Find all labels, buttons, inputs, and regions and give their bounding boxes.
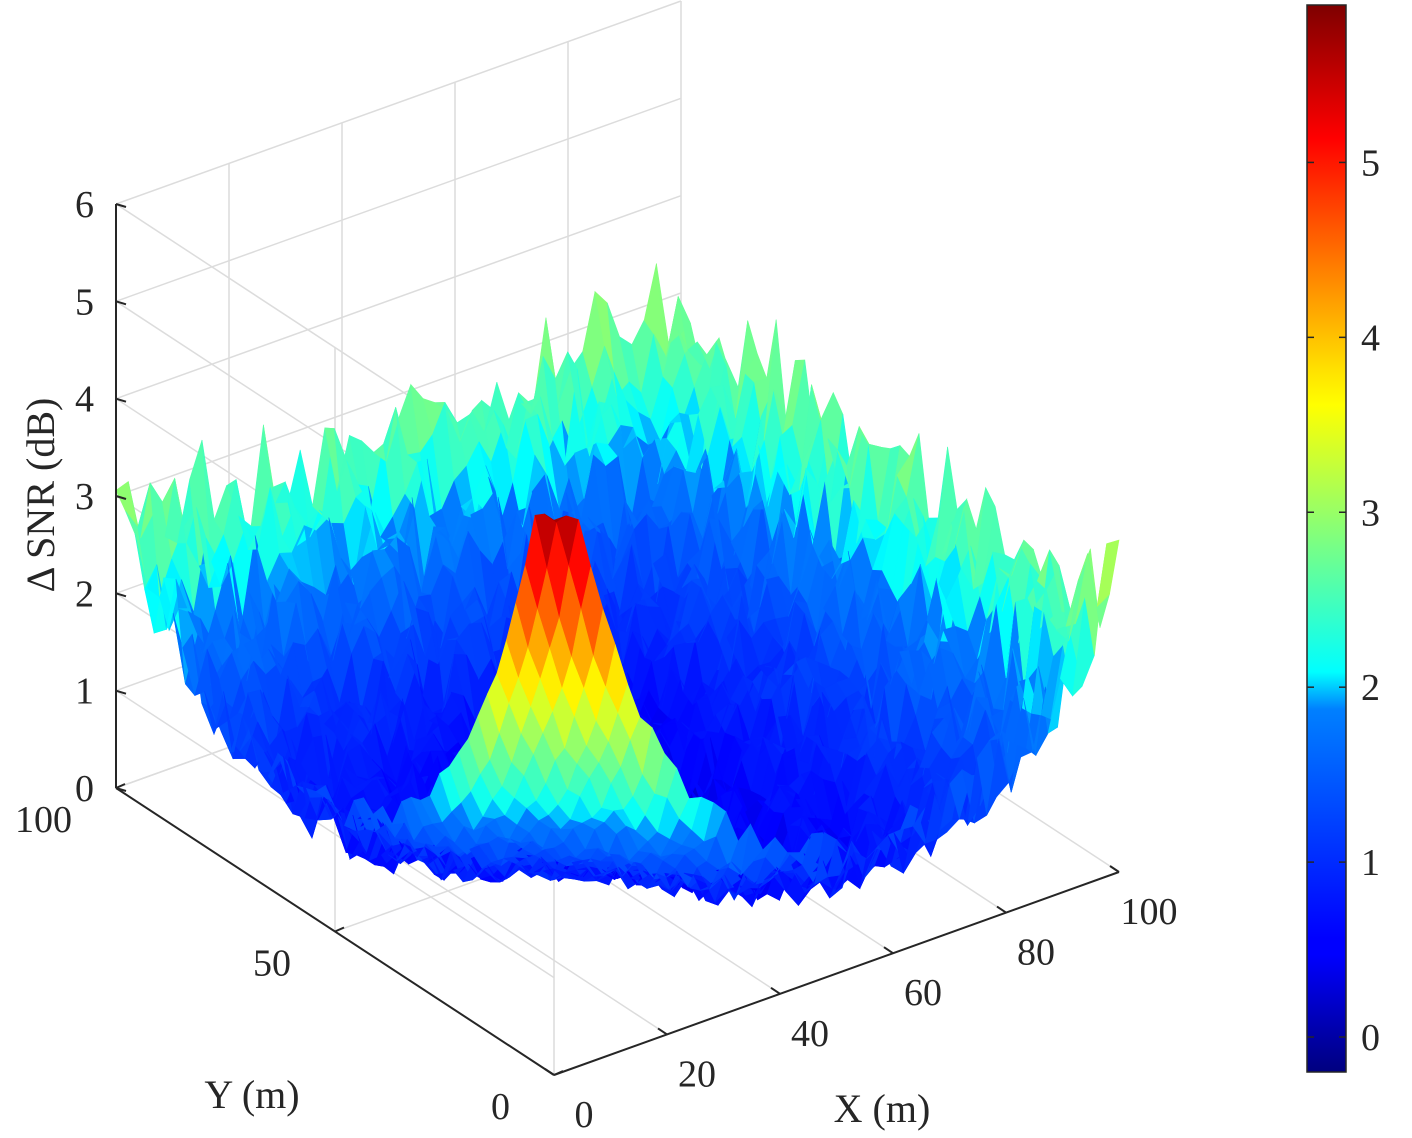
y-tick-label: 0 [491, 1086, 510, 1128]
z-tick [115, 300, 127, 306]
x-tick [883, 946, 894, 955]
z-tick [115, 689, 127, 695]
surface-mesh [115, 263, 1120, 908]
colorbar-gradient [1306, 4, 1347, 1073]
surface-patch [115, 480, 139, 528]
x-tick-label: 40 [791, 1013, 829, 1055]
z-tick-label: 3 [75, 476, 94, 518]
x-tick [1109, 865, 1120, 873]
y-tick [334, 926, 345, 933]
x-tick [770, 986, 781, 995]
x-tick-label: 0 [575, 1094, 594, 1136]
x-tick [996, 905, 1007, 914]
grid-line [115, 194, 682, 400]
colorbar-tick-label: 0 [1361, 1017, 1380, 1059]
x-tick [657, 1027, 668, 1036]
x-tick-label: 100 [1121, 891, 1178, 933]
z-tick-label: 1 [75, 671, 94, 713]
z-tick-label: 6 [75, 184, 94, 226]
z-tick-label: 5 [75, 281, 94, 323]
grid-line [115, 292, 682, 497]
y-axis-title: Y (m) [204, 1072, 299, 1117]
x-tick-label: 20 [678, 1053, 716, 1095]
colorbar-tick-label: 4 [1361, 317, 1380, 359]
axes-lines [115, 203, 1120, 1076]
z-tick [115, 592, 127, 598]
colorbar: 0 1 2 3 4 5 [1306, 4, 1380, 1073]
y-tick-label: 50 [253, 943, 291, 985]
z-tick [115, 787, 127, 792]
colorbar-tick-label: 5 [1361, 142, 1380, 184]
y-tick-label: 100 [15, 799, 72, 841]
z-tick [115, 203, 127, 208]
z-axis-title: Δ SNR (dB) [18, 398, 63, 593]
z-tick-label: 4 [75, 379, 94, 421]
colorbar-tick-label: 2 [1361, 667, 1380, 709]
z-tick [115, 495, 127, 500]
surface-patch [1096, 539, 1120, 608]
x-axis-line [553, 871, 1120, 1076]
grid-line [115, 690, 555, 979]
y-tick [553, 1070, 564, 1076]
x-axis-title: X (m) [834, 1086, 931, 1131]
y-tick [115, 783, 126, 789]
grid-line [115, 0, 682, 205]
colorbar-tick-label: 1 [1361, 842, 1380, 884]
x-tick-label: 80 [1017, 932, 1055, 974]
z-tick-label: 2 [75, 573, 94, 615]
x-tick-label: 60 [904, 972, 942, 1014]
axes-labels: Δ SNR (dB) Y (m) X (m) 01234560501000204… [15, 184, 1178, 1136]
z-tick-label: 0 [75, 768, 94, 810]
grid-line [115, 97, 682, 303]
x-tick [544, 1068, 555, 1076]
z-tick [115, 397, 127, 403]
colorbar-tick-label: 3 [1361, 492, 1380, 534]
